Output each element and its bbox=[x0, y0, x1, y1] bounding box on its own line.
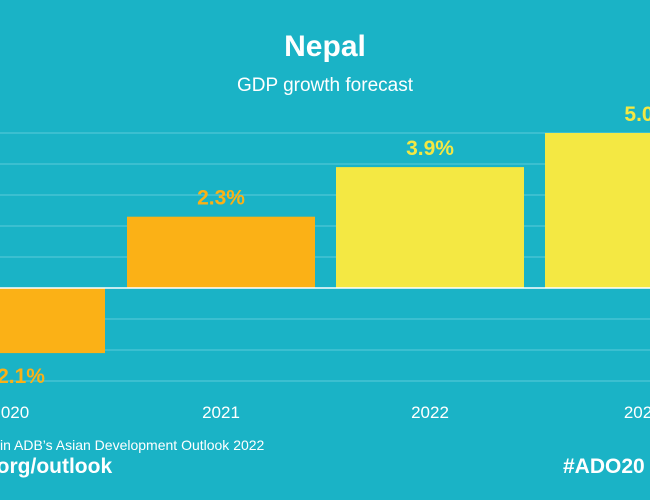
data-label-2023: 5.0 bbox=[624, 103, 650, 126]
hashtag: #ADO20 bbox=[563, 455, 645, 478]
bar-2020 bbox=[0, 288, 105, 354]
x-tick-label-2021: 2021 bbox=[202, 403, 240, 422]
outlook-url[interactable]: o.org/outlook bbox=[0, 455, 113, 478]
bar-2023 bbox=[545, 133, 650, 288]
data-label-2022: 3.9% bbox=[406, 137, 454, 160]
data-label-2020: 2.1% bbox=[0, 365, 45, 388]
data-label-2021: 2.3% bbox=[197, 187, 245, 210]
chart-subtitle: GDP growth forecast bbox=[236, 75, 413, 96]
bar-2022 bbox=[336, 167, 524, 288]
source-note: in ADB’s Asian Development Outlook 2022 bbox=[0, 437, 265, 453]
x-tick-label-2020: 020 bbox=[1, 403, 29, 422]
x-tick-label-2023: 202 bbox=[624, 403, 650, 422]
chart-title: Nepal bbox=[284, 30, 366, 63]
x-tick-label-2022: 2022 bbox=[411, 403, 449, 422]
bar-2021 bbox=[127, 216, 315, 288]
